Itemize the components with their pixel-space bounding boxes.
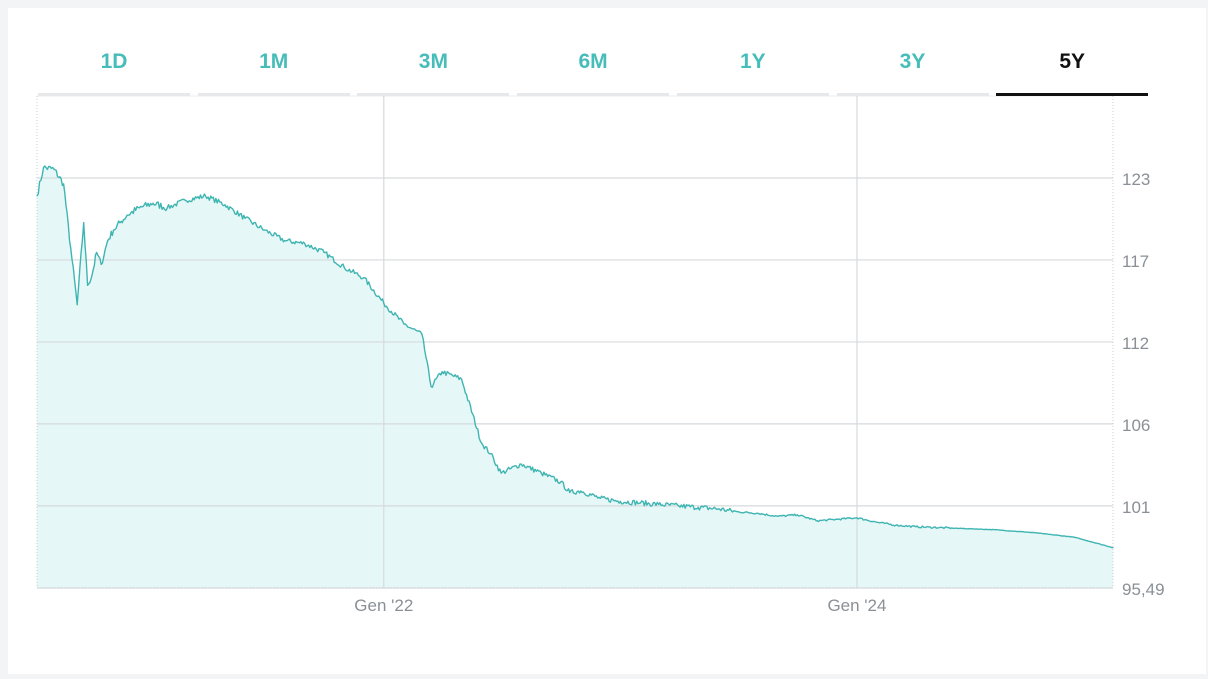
tab-3m[interactable]: 3M — [357, 48, 510, 96]
data-point — [53, 168, 55, 170]
data-point — [119, 222, 121, 224]
data-point — [619, 500, 621, 503]
tab-6m[interactable]: 6M — [517, 48, 670, 96]
y-tick-label: 117 — [1122, 252, 1149, 271]
data-point — [490, 453, 492, 455]
data-point — [421, 333, 423, 336]
data-point — [540, 472, 542, 474]
data-point — [639, 502, 642, 504]
y-tick-label: 101 — [1122, 498, 1150, 517]
data-point — [560, 481, 562, 483]
data-point — [678, 505, 680, 507]
data-point — [100, 263, 102, 266]
data-point — [96, 251, 98, 254]
data-point — [383, 302, 385, 304]
data-point — [599, 497, 601, 500]
data-point — [323, 251, 325, 254]
x-tick-label: Gen '22 — [354, 596, 413, 615]
tab-1y[interactable]: 1Y — [676, 48, 829, 96]
tab-5y[interactable]: 5Y — [996, 48, 1149, 96]
data-point — [36, 195, 38, 197]
data-point — [460, 378, 463, 380]
data-point — [500, 472, 502, 474]
data-point — [304, 242, 306, 245]
data-point — [107, 239, 109, 242]
data-point — [83, 222, 85, 224]
data-point — [737, 511, 739, 513]
data-point — [152, 202, 154, 204]
data-point — [166, 207, 168, 209]
data-point — [481, 442, 483, 444]
y-tick-label: 95,49 — [1122, 580, 1165, 599]
data-point — [343, 266, 345, 269]
tab-1d[interactable]: 1D — [38, 48, 190, 96]
y-tick-label: 123 — [1122, 170, 1150, 189]
data-point — [244, 217, 246, 219]
data-point — [403, 323, 405, 325]
series-line — [36, 165, 1114, 549]
data-point — [70, 247, 72, 249]
series-area — [37, 166, 1113, 588]
data-point — [580, 490, 582, 492]
data-point — [757, 512, 759, 514]
range-tabs: 1D 1M 3M 6M 1Y 3Y 5Y — [38, 48, 1158, 96]
data-point — [836, 518, 838, 520]
data-point — [796, 514, 798, 516]
data-point — [86, 284, 89, 286]
data-point — [520, 463, 522, 465]
data-point — [76, 304, 78, 306]
data-point — [430, 386, 432, 388]
data-point — [138, 207, 141, 209]
data-point — [569, 491, 571, 494]
y-tick-label: 106 — [1122, 416, 1150, 435]
data-point — [263, 229, 266, 231]
data-point — [777, 515, 779, 517]
tab-3y[interactable]: 3Y — [836, 48, 989, 96]
data-point — [816, 520, 819, 522]
tab-1m[interactable]: 1M — [197, 48, 350, 96]
data-point — [876, 521, 878, 523]
y-tick-label: 112 — [1122, 334, 1149, 353]
data-point — [954, 527, 957, 529]
chart-card: 123 117 112 106 101 95,49 Gen '22 Gen '24 1D 1M 3… — [8, 8, 1206, 674]
data-point — [91, 274, 93, 276]
chart-svg: 123 117 112 106 101 95,49 Gen '22 Gen '24 — [36, 95, 1165, 615]
data-point — [441, 371, 443, 373]
data-point — [284, 239, 286, 242]
data-point — [363, 277, 365, 279]
data-point — [895, 524, 897, 526]
price-chart: 123 117 112 106 101 95,49 Gen '22 Gen '24 — [8, 8, 1206, 674]
data-point — [204, 195, 207, 197]
data-point — [184, 199, 187, 201]
data-point — [1073, 536, 1075, 538]
data-point — [112, 229, 115, 231]
data-point — [1033, 532, 1036, 534]
data-point — [1112, 547, 1114, 549]
data-point — [915, 526, 917, 528]
data-point — [994, 529, 996, 531]
data-point — [697, 506, 699, 508]
data-point — [717, 508, 719, 510]
data-point — [856, 517, 858, 519]
data-point — [658, 503, 660, 505]
data-point — [224, 204, 226, 206]
data-point — [42, 166, 45, 169]
x-tick-label: Gen '24 — [827, 596, 886, 615]
data-point — [126, 214, 128, 216]
data-point — [62, 183, 65, 185]
